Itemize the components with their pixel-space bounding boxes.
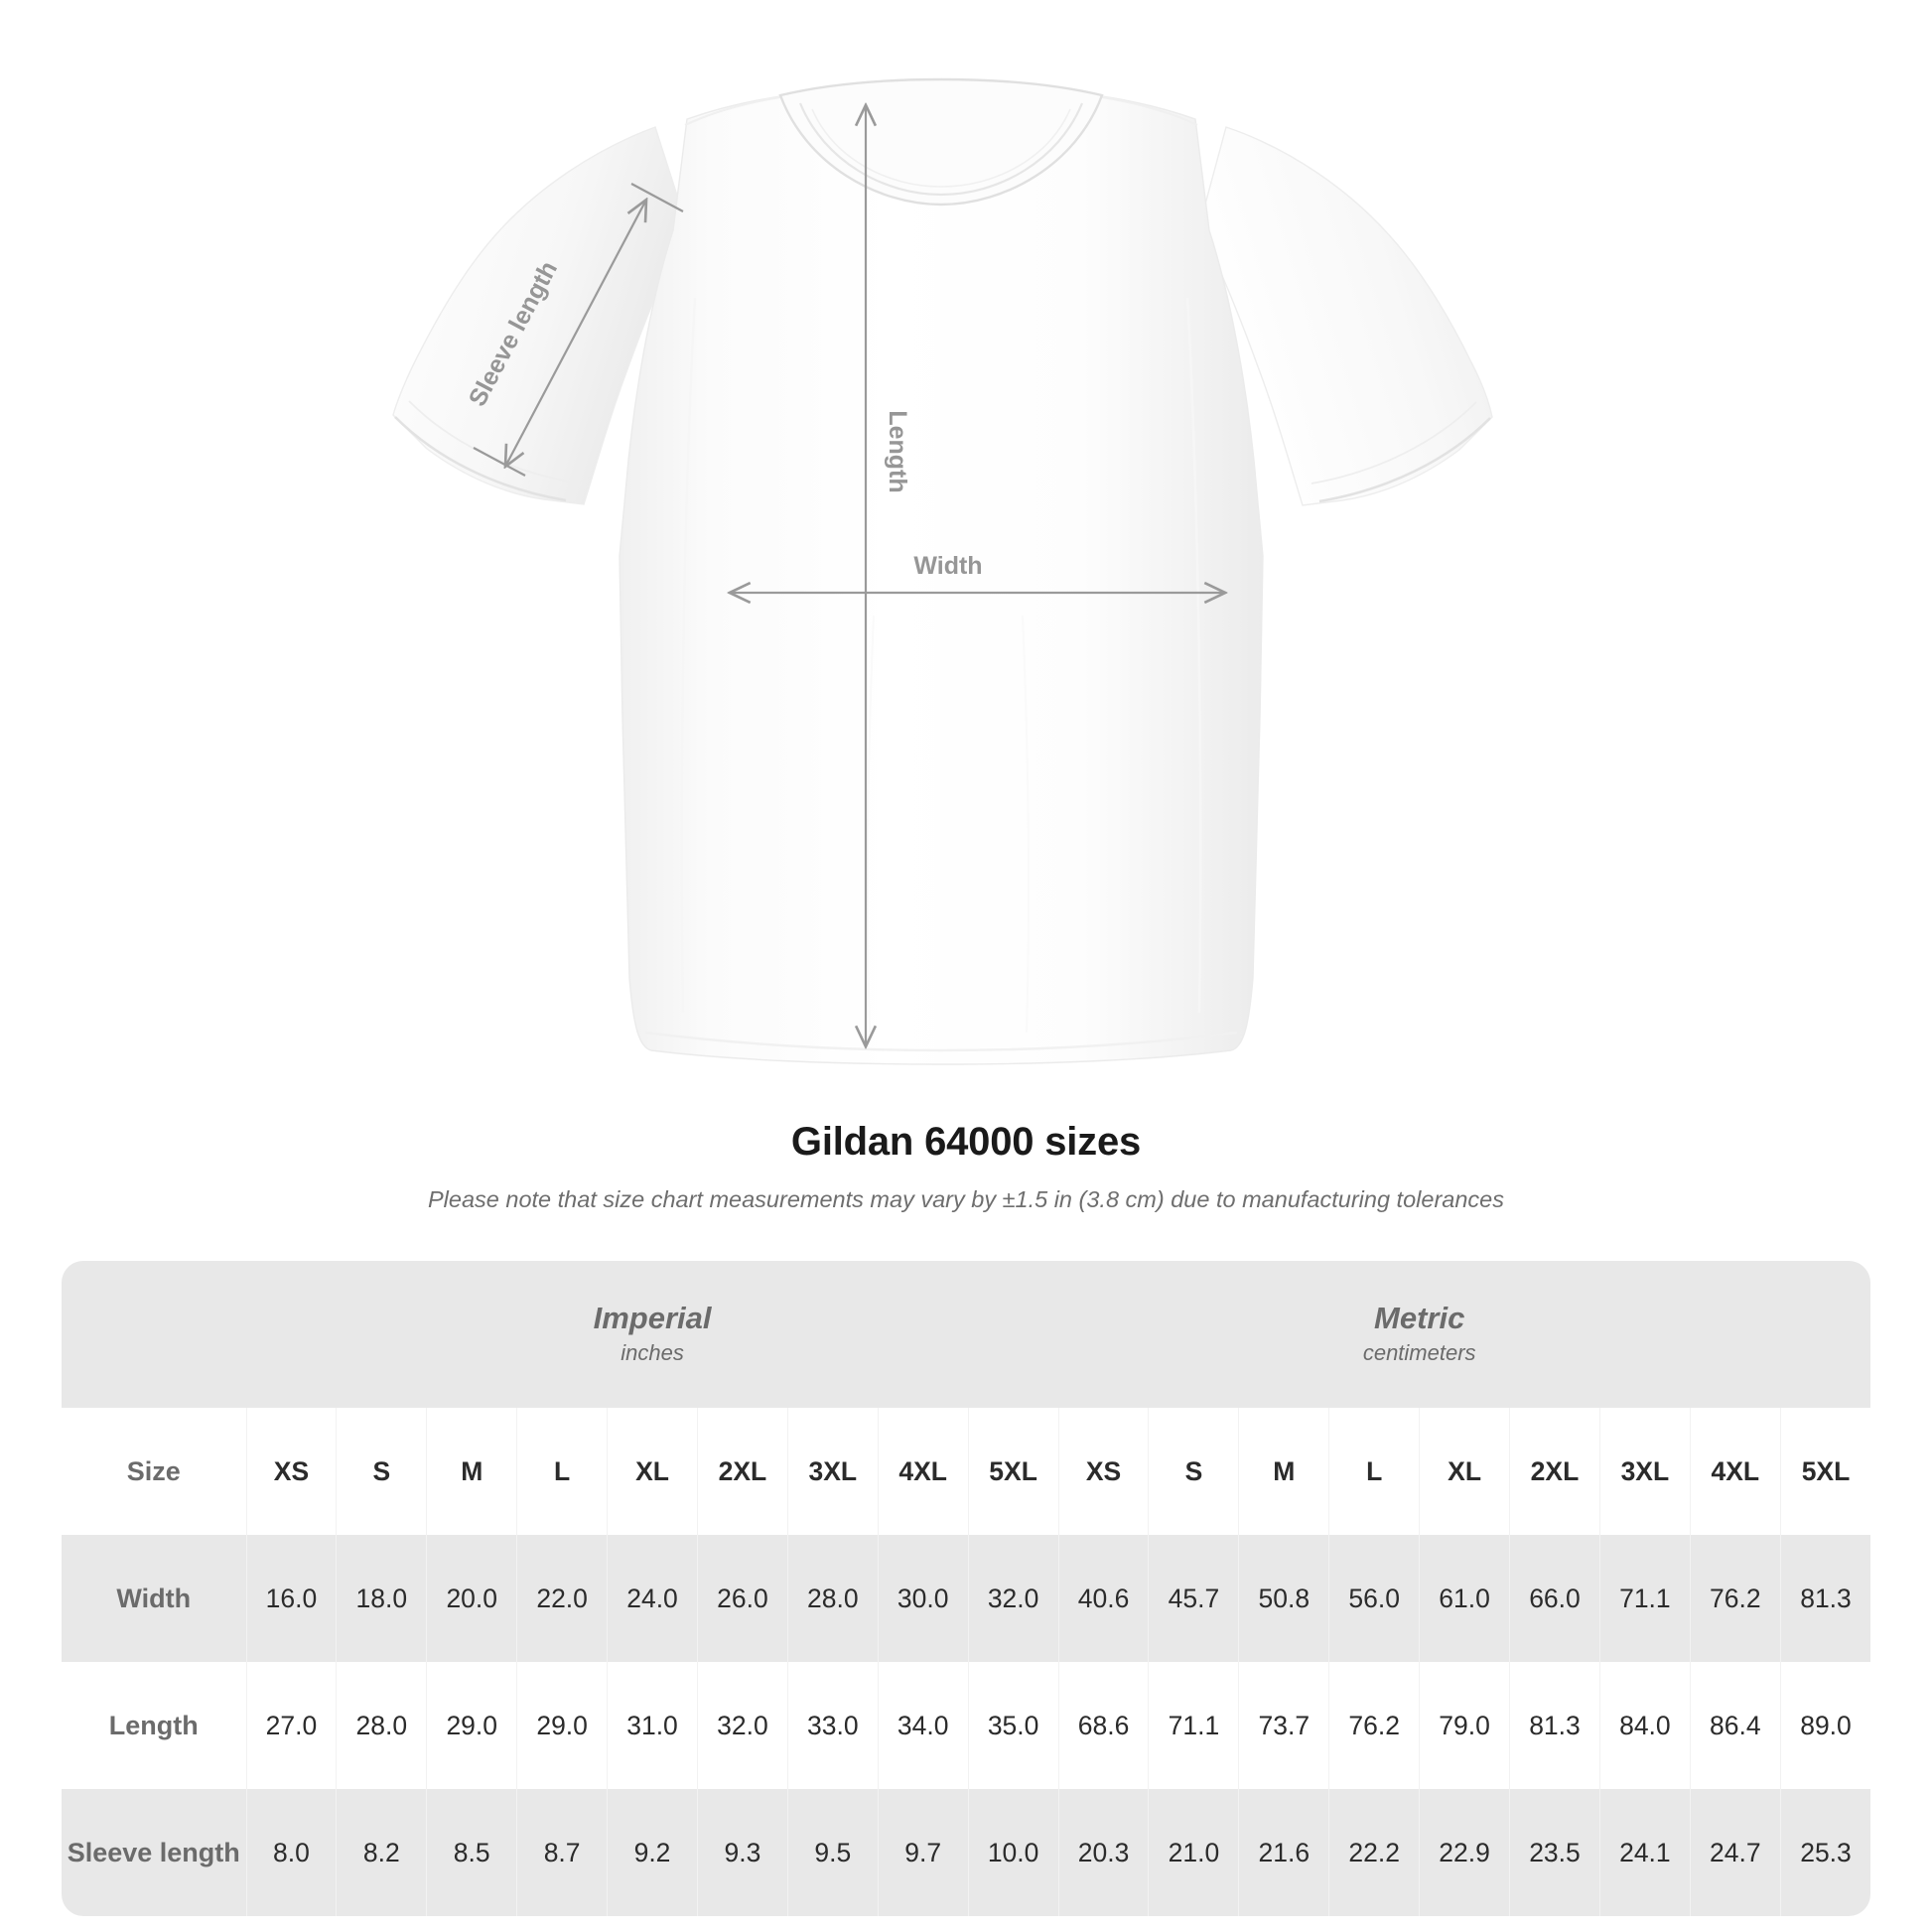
measurement-cell: 22.2 bbox=[1328, 1789, 1420, 1916]
sleeve-length-measurement-line bbox=[473, 183, 684, 477]
size-cell: 3XL bbox=[786, 1408, 879, 1535]
measurement-cell: 76.2 bbox=[1328, 1662, 1420, 1789]
size-table-wrapper: Imperial inches Metric centimeters Size … bbox=[62, 1261, 1871, 1916]
size-cell: L bbox=[1328, 1408, 1420, 1535]
unit-group-imperial-name: Imperial bbox=[593, 1300, 712, 1335]
row-header-sleeve-length: Sleeve length bbox=[62, 1789, 246, 1916]
measurement-cell: 25.3 bbox=[1779, 1789, 1871, 1916]
measurement-cell: 22.9 bbox=[1419, 1789, 1510, 1916]
measurement-cell: 22.0 bbox=[516, 1535, 608, 1662]
size-chart-table: Imperial inches Metric centimeters Size … bbox=[62, 1261, 1871, 1916]
measurement-cell: 50.8 bbox=[1238, 1535, 1329, 1662]
tshirt-diagram: Sleeve length Length Width bbox=[392, 77, 1493, 1065]
size-cell: 3XL bbox=[1598, 1408, 1691, 1535]
size-cell: S bbox=[1148, 1408, 1239, 1535]
measurement-cell: 32.0 bbox=[967, 1535, 1059, 1662]
measurement-cell: 40.6 bbox=[1057, 1535, 1149, 1662]
row-header-size: Size bbox=[62, 1408, 246, 1535]
width-label: Width bbox=[913, 552, 982, 580]
unit-row-spacer-left bbox=[62, 1261, 246, 1408]
measurement-cell: 24.7 bbox=[1689, 1789, 1781, 1916]
size-cell: L bbox=[516, 1408, 608, 1535]
measurement-cell: 76.2 bbox=[1689, 1535, 1781, 1662]
size-cell: 4XL bbox=[1689, 1408, 1781, 1535]
measurement-cell: 24.1 bbox=[1598, 1789, 1691, 1916]
measurement-cell: 68.6 bbox=[1057, 1662, 1149, 1789]
size-cell: XL bbox=[607, 1408, 698, 1535]
measurement-cell: 27.0 bbox=[245, 1662, 337, 1789]
measurement-cell: 20.0 bbox=[426, 1535, 517, 1662]
measurement-cell: 71.1 bbox=[1148, 1662, 1239, 1789]
measurement-cell: 45.7 bbox=[1148, 1535, 1239, 1662]
measurement-cell: 18.0 bbox=[336, 1535, 427, 1662]
unit-group-metric-sub: centimeters bbox=[1362, 1340, 1476, 1366]
unit-group-imperial: Imperial inches bbox=[246, 1261, 1059, 1408]
measurement-cell: 32.0 bbox=[696, 1662, 788, 1789]
length-label: Length bbox=[884, 410, 911, 492]
measurement-cell: 79.0 bbox=[1419, 1662, 1510, 1789]
measurement-cell: 9.5 bbox=[786, 1789, 879, 1916]
measurement-cell: 31.0 bbox=[607, 1662, 698, 1789]
measurement-cell: 34.0 bbox=[877, 1662, 969, 1789]
measurement-cell: 10.0 bbox=[967, 1789, 1059, 1916]
table-row-length: Length 27.0 28.0 29.0 29.0 31.0 32.0 33.… bbox=[62, 1662, 1871, 1789]
measurement-cell: 73.7 bbox=[1238, 1662, 1329, 1789]
measurement-cell: 26.0 bbox=[696, 1535, 788, 1662]
measurement-cell: 81.3 bbox=[1779, 1535, 1871, 1662]
page-title: Gildan 64000 sizes bbox=[790, 1120, 1142, 1164]
table-row-sleeve-length: Sleeve length 8.0 8.2 8.5 8.7 9.2 9.3 9.… bbox=[62, 1789, 1871, 1916]
measurement-cell: 61.0 bbox=[1419, 1535, 1510, 1662]
measurement-cell: 9.3 bbox=[696, 1789, 788, 1916]
size-cell: 5XL bbox=[1779, 1408, 1871, 1535]
measurement-cell: 9.7 bbox=[877, 1789, 969, 1916]
measurement-cell: 20.3 bbox=[1057, 1789, 1149, 1916]
size-cell: 5XL bbox=[967, 1408, 1059, 1535]
measurement-cell: 86.4 bbox=[1689, 1662, 1781, 1789]
size-cell: 2XL bbox=[696, 1408, 788, 1535]
unit-group-metric: Metric centimeters bbox=[1058, 1261, 1781, 1408]
measurement-cell: 28.0 bbox=[786, 1535, 879, 1662]
table-row-size: Size XS S M L XL 2XL 3XL 4XL 5XL XS S M … bbox=[62, 1408, 1871, 1535]
measurement-cell: 8.0 bbox=[245, 1789, 337, 1916]
measurement-cell: 29.0 bbox=[516, 1662, 608, 1789]
size-cell: XL bbox=[1419, 1408, 1510, 1535]
measurement-cell: 28.0 bbox=[336, 1662, 427, 1789]
size-cell: 2XL bbox=[1509, 1408, 1600, 1535]
row-header-width: Width bbox=[62, 1535, 246, 1662]
size-cell: M bbox=[426, 1408, 517, 1535]
unit-row-spacer-right bbox=[1780, 1261, 1871, 1408]
size-cell: XS bbox=[1057, 1408, 1149, 1535]
measurement-cell: 81.3 bbox=[1509, 1662, 1600, 1789]
measurement-cell: 35.0 bbox=[967, 1662, 1059, 1789]
measurement-cell: 21.6 bbox=[1238, 1789, 1329, 1916]
table-row-width: Width 16.0 18.0 20.0 22.0 24.0 26.0 28.0… bbox=[62, 1535, 1871, 1662]
tolerance-note: Please note that size chart measurements… bbox=[428, 1186, 1504, 1212]
measurement-cell: 33.0 bbox=[786, 1662, 879, 1789]
measurement-cell: 24.0 bbox=[607, 1535, 698, 1662]
size-cell: XS bbox=[245, 1408, 337, 1535]
measurement-cell: 9.2 bbox=[607, 1789, 698, 1916]
size-cell: M bbox=[1238, 1408, 1329, 1535]
measurement-cell: 71.1 bbox=[1598, 1535, 1691, 1662]
unit-group-row: Imperial inches Metric centimeters bbox=[62, 1261, 1871, 1408]
unit-group-metric-name: Metric bbox=[1374, 1300, 1465, 1335]
unit-group-imperial-sub: inches bbox=[621, 1340, 684, 1366]
measurement-cell: 8.2 bbox=[336, 1789, 427, 1916]
measurement-cell: 84.0 bbox=[1598, 1662, 1691, 1789]
measurement-cell: 56.0 bbox=[1328, 1535, 1420, 1662]
measurement-cell: 8.7 bbox=[516, 1789, 608, 1916]
measurement-cell: 66.0 bbox=[1509, 1535, 1600, 1662]
measurement-cell: 16.0 bbox=[245, 1535, 337, 1662]
row-header-length: Length bbox=[62, 1662, 246, 1789]
size-cell: 4XL bbox=[877, 1408, 969, 1535]
measurement-cell: 23.5 bbox=[1509, 1789, 1600, 1916]
measurement-cell: 8.5 bbox=[426, 1789, 517, 1916]
chart-heading-block: Gildan 64000 sizes Please note that size… bbox=[0, 1120, 1932, 1213]
measurement-cell: 21.0 bbox=[1148, 1789, 1239, 1916]
measurement-cell: 89.0 bbox=[1779, 1662, 1871, 1789]
measurement-cell: 29.0 bbox=[426, 1662, 517, 1789]
size-cell: S bbox=[336, 1408, 427, 1535]
measurement-cell: 30.0 bbox=[877, 1535, 969, 1662]
